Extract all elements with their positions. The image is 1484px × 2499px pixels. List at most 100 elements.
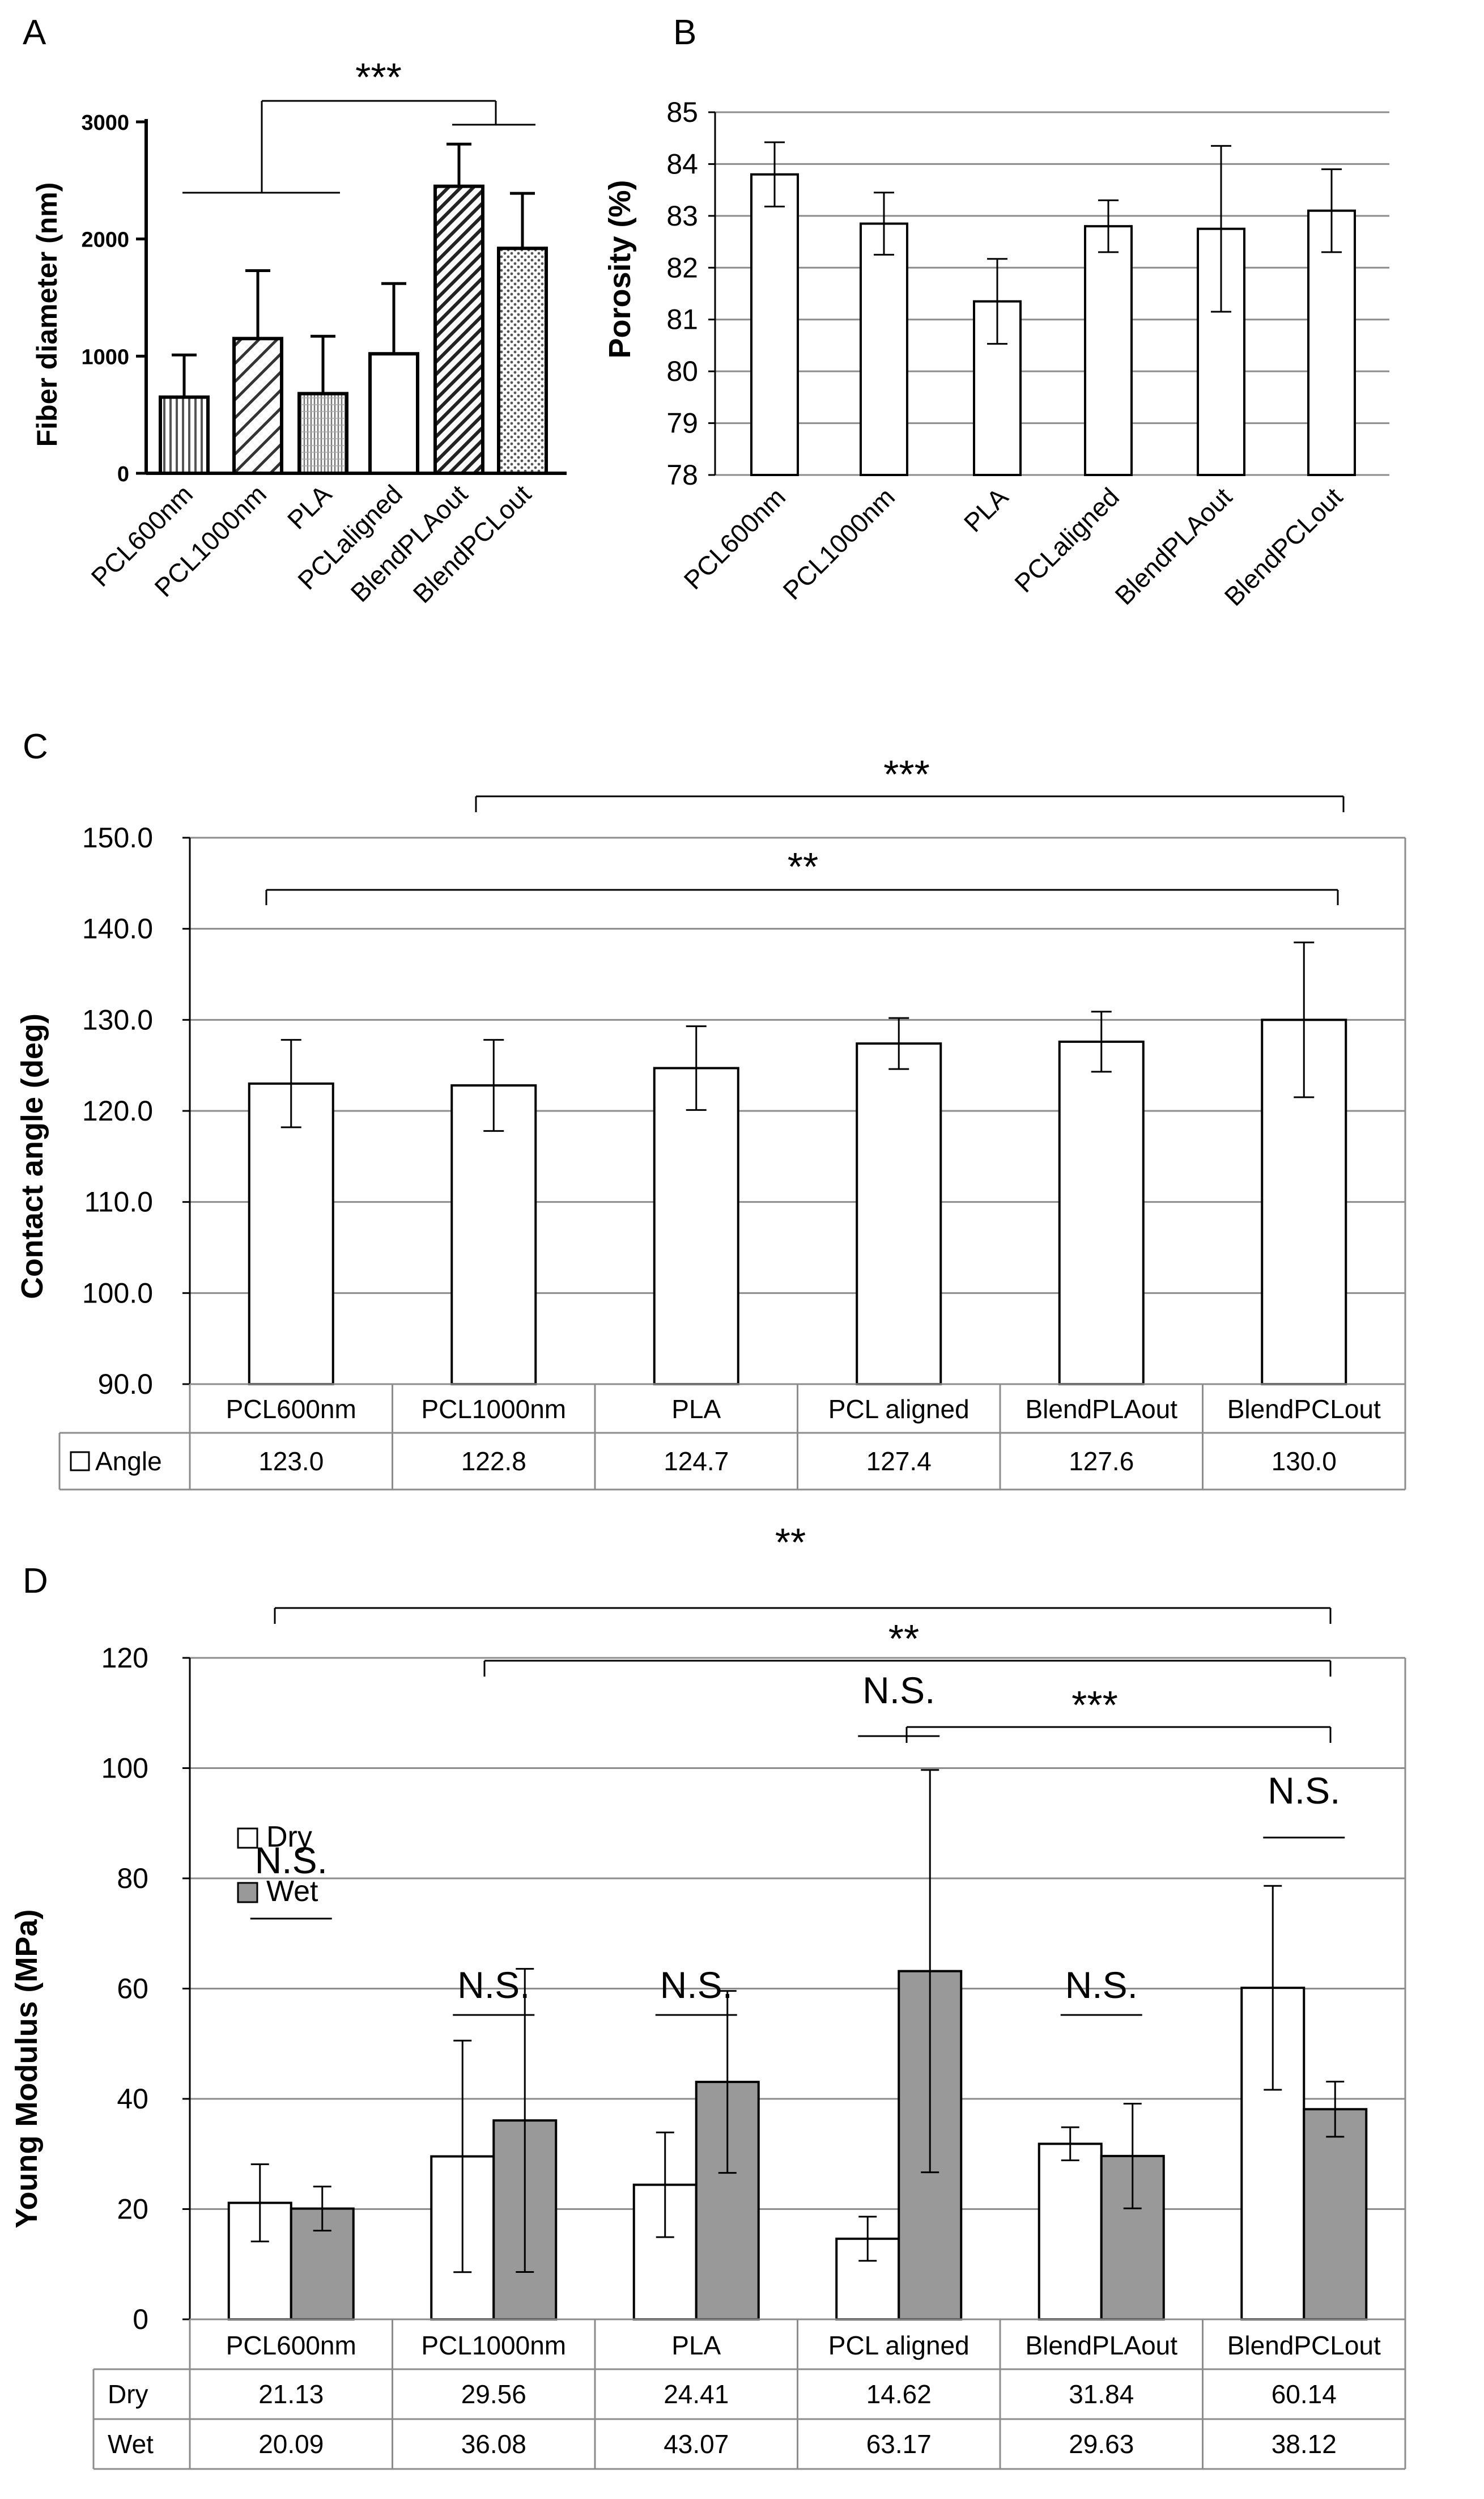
panel-a-errorbar [172, 353, 197, 399]
panel-c-row-label: Angle [95, 1446, 162, 1476]
panel-c-bar-0 [248, 1082, 334, 1386]
legend-wet-swatch [237, 1882, 258, 1903]
panel-c-ytick-label: 140.0 [82, 913, 153, 945]
panel-a-ytick-label: 2000 [81, 228, 129, 252]
panel-c-errorbar [483, 1039, 504, 1132]
panel-d-table-value: 60.14 [1272, 2379, 1337, 2409]
panel-d-category-label: BlendPLAout [1025, 2331, 1177, 2360]
panel-c-sig-1: *** [883, 752, 930, 796]
panel-c-legend-swatch [70, 1451, 90, 1471]
panel-b-ytick-label: 84 [666, 148, 698, 180]
panel-d-row-label: Wet [108, 2429, 154, 2459]
panel-b-ytick-label: 82 [666, 252, 698, 283]
panel-d-errorbar [453, 2039, 472, 2273]
panel-d-table-value: 20.09 [258, 2429, 324, 2459]
panel-c-category-label: PCL aligned [828, 1394, 970, 1424]
panel-a-xtick-label: PLA [282, 479, 337, 534]
panel-b-ytick-label: 85 [666, 96, 698, 128]
legend-wet-label: Wet [266, 1875, 318, 1908]
panel-d-ns-label: N.S. [457, 1964, 530, 2006]
panel-b-bar-pla [973, 300, 1022, 476]
panel-d-table-value: 36.08 [461, 2429, 526, 2459]
panel-d-errorbar [921, 1769, 939, 2174]
panel-b-errorbar [764, 141, 785, 207]
panel-a-sig-label: *** [355, 55, 402, 99]
panel-b-bar-pclaligned [1084, 225, 1133, 476]
panel-c-table-value: 124.7 [664, 1446, 729, 1476]
panel-c-bar-1 [450, 1084, 537, 1385]
panel-b-ytick-label: 78 [666, 459, 698, 491]
panel-b-ytick-label: 80 [666, 355, 698, 387]
panel-d-errorbar [718, 1990, 737, 2174]
panel-b-ytick-label: 81 [666, 304, 698, 336]
panel-d-category-label: BlendPCLout [1227, 2331, 1381, 2360]
panel-b-bar-pcl1000nm [860, 222, 908, 476]
panel-b-xtick-label: PCL1000nm [777, 482, 900, 605]
panel-c-table-value: 127.4 [866, 1446, 932, 1476]
panel-c-bar-3 [856, 1042, 942, 1385]
panel-d-ns-label: N.S. [1268, 1770, 1340, 1811]
panel-d-table-value: 29.56 [461, 2379, 526, 2409]
panel-a-ylabel: Fiber diameter (nm) [31, 183, 63, 447]
legend-dry-label: Dry [266, 1821, 312, 1853]
panel-d-errorbar [858, 2216, 877, 2262]
panel-d-ytick-label: 20 [117, 2193, 148, 2225]
panel-a-bar-pcl1000nm [232, 337, 283, 475]
panel-c-sig-2: ** [788, 845, 818, 889]
panel-b-ylabel: Porosity (%) [603, 180, 637, 358]
panel-b-letter: B [673, 13, 696, 52]
panel-d-errorbar [1061, 2126, 1079, 2162]
panel-c-ytick-label: 130.0 [82, 1004, 153, 1036]
panel-c-category-label: PLA [671, 1394, 721, 1424]
panel-c-ytick-label: 110.0 [84, 1186, 153, 1218]
panel-d-table-value: 24.41 [664, 2379, 729, 2409]
panel-c: Contact angle (deg) 90.0 100.0 110.0 120.0 1… [15, 752, 1406, 1491]
panel-d-ytick-label: 80 [117, 1862, 148, 1894]
panel-d-table-value: 63.17 [866, 2429, 932, 2459]
panel-d-letter: D [23, 1562, 48, 1601]
panel-a-errorbar [447, 142, 471, 188]
panel-a-errorbar [245, 269, 270, 340]
panel-b-bar-pcl600nm [750, 173, 799, 476]
panel-c-errorbar [686, 1025, 707, 1111]
panel-d-errorbar [516, 1968, 534, 2273]
panel-c-category-label: BlendPCLout [1227, 1394, 1381, 1424]
panel-b-errorbar [1321, 168, 1342, 253]
panel-d-bar-dry-4 [1037, 2142, 1103, 2320]
panel-c-ytick-label: 100.0 [82, 1277, 153, 1309]
panel-b-xtick-label: PCL600nm [678, 482, 792, 595]
panel-d-bar-wet-5 [1303, 2108, 1368, 2320]
panel-a-bar-pclaligned [368, 352, 419, 476]
panel-d-table-value: 43.07 [664, 2429, 729, 2459]
panel-d-ytick-label: 100 [101, 1753, 148, 1784]
panel-a-letter: A [23, 13, 46, 52]
panel-d-ytick-label: 60 [117, 1973, 148, 2005]
panel-a-bar-pla [297, 392, 348, 476]
panel-a-significance [182, 100, 535, 194]
panel-c-significance [265, 795, 1345, 905]
panel-b-errorbar [1211, 145, 1231, 313]
legend-dry-swatch [237, 1827, 258, 1849]
panel-d-significance [274, 1607, 1332, 1743]
panel-c-errorbar [1294, 941, 1315, 1098]
panel-d-ytick-label: 40 [117, 2083, 148, 2115]
panel-d-table-value: 38.12 [1272, 2429, 1337, 2459]
panel-d-row-label: Dry [108, 2379, 148, 2409]
panel-a-ytick-label: 0 [117, 463, 129, 486]
panel-a-errorbar [381, 282, 406, 355]
panel-c-letter: C [23, 727, 48, 766]
panel-c-category-label: BlendPLAout [1025, 1394, 1177, 1424]
panel-c-errorbar [280, 1039, 301, 1128]
panel-d-errorbar [656, 2131, 674, 2238]
panel-c-ytick-label: 90.0 [98, 1368, 153, 1400]
panel-d-ns-label: N.S. [255, 1839, 328, 1881]
panel-d-category-label: PCL600nm [226, 2331, 356, 2360]
panel-c-category-label: PCL1000nm [421, 1394, 566, 1424]
panel-c-table-value: 123.0 [258, 1446, 324, 1476]
panel-d-ns-label: N.S. [862, 1669, 935, 1711]
panel-b-errorbar [874, 192, 894, 256]
panel-c-table-value: 122.8 [461, 1446, 526, 1476]
panel-d-errorbar [313, 2186, 331, 2232]
panel-d-ytick-label: 120 [101, 1642, 148, 1674]
panel-d-errorbar [250, 2163, 269, 2243]
